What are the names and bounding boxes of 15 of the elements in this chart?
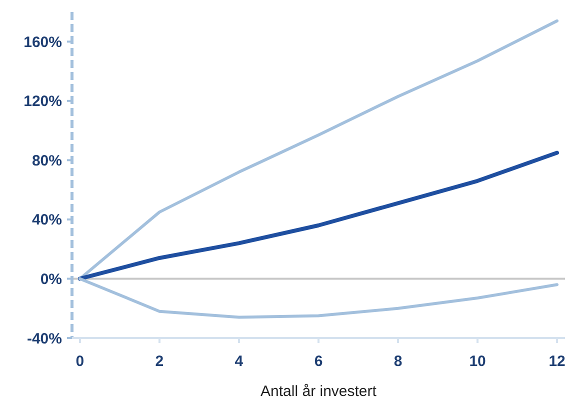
y-tick-label: 0% [40,270,62,288]
x-tick-label: 0 [76,353,84,370]
x-tick-label: 6 [314,353,323,370]
y-tick-label: 160% [24,34,62,51]
x-tick-label: 4 [234,353,244,370]
line-series [78,150,560,281]
y-tick-label: -40% [26,330,62,348]
y-tick-label: 120% [24,93,62,110]
x-tick-label: 2 [155,353,164,370]
x-tick-label: 10 [469,353,486,370]
y-tick-label: 40% [32,212,62,229]
x-tick-label: 12 [548,353,566,370]
x-tick-label: 8 [394,353,402,370]
y-tick-label: 80% [32,152,62,170]
x-axis-title: Antall år investert [260,383,378,400]
